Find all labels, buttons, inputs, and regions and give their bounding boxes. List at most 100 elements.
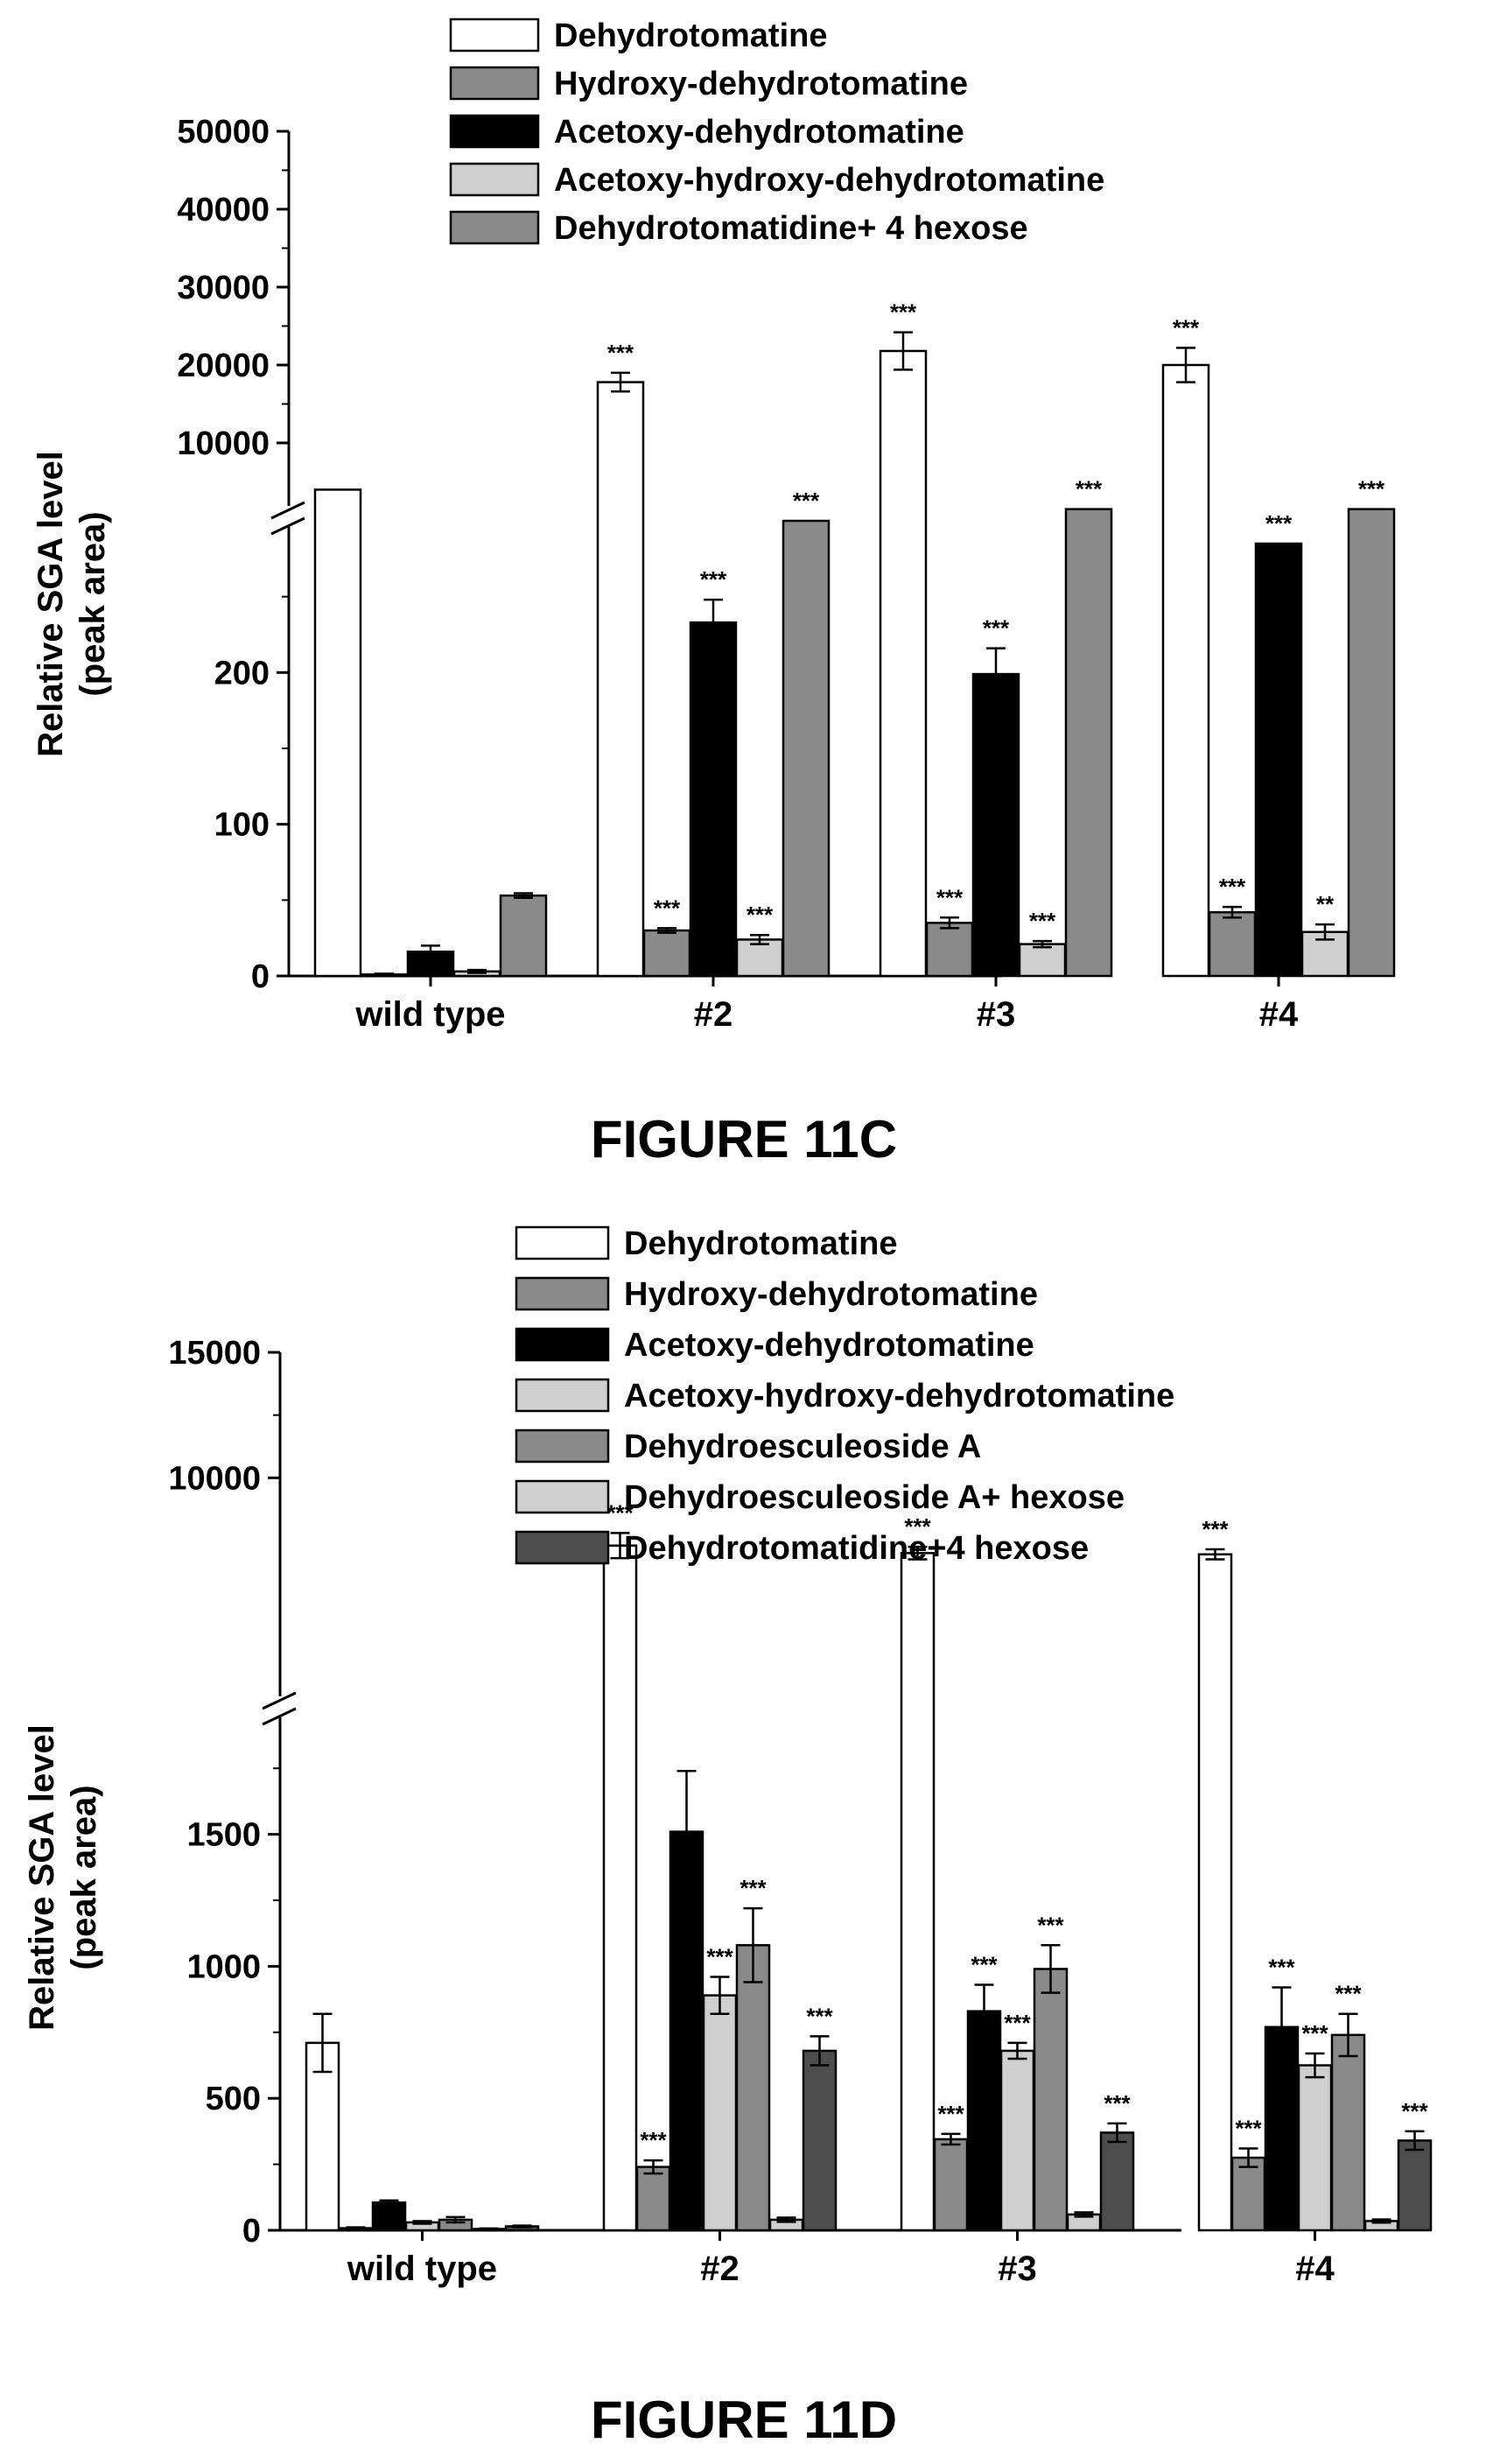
chart-11c: 0 100 200 10000 20000 30000 40000 50000 Relative… [32, 18, 1396, 1169]
y-tick-label: 1500 [186, 1817, 261, 1854]
significance-label: *** [983, 615, 1010, 642]
legend-swatch [515, 1327, 610, 1362]
bar [596, 381, 645, 978]
legend-swatch [515, 1378, 610, 1413]
y-tick-label: 20000 [177, 347, 270, 384]
bar [879, 349, 928, 978]
axis-break-mark [270, 516, 305, 536]
y-tick-label: 1000 [186, 1948, 261, 1985]
significance-label: ** [1316, 891, 1335, 917]
bar [1297, 2064, 1333, 2232]
significance-label: *** [890, 299, 917, 326]
legend-swatch [515, 1225, 610, 1260]
category-label: #3 [977, 995, 1016, 1034]
bar [900, 1552, 936, 2232]
significance-label: *** [1358, 476, 1385, 502]
y-tick-label: 30000 [177, 270, 270, 306]
significance-label: *** [806, 2003, 833, 2029]
significance-label: *** [1076, 476, 1103, 502]
significance-label: *** [971, 1952, 998, 1978]
bar [371, 2201, 407, 2232]
significance-label: *** [1268, 1955, 1295, 1981]
significance-label: *** [606, 1499, 634, 1526]
bar [635, 2166, 671, 2232]
legend-label: Acetoxy-dehydrotomatine [624, 1327, 1034, 1364]
bar [1230, 2156, 1266, 2232]
y-tick-label: 15000 [168, 1335, 261, 1372]
significance-label: *** [904, 1513, 931, 1540]
bar [1197, 1553, 1233, 2232]
bar [499, 894, 548, 978]
significance-label: *** [654, 895, 681, 921]
legend-swatch [449, 66, 540, 101]
bar [999, 2049, 1035, 2232]
bar [782, 519, 831, 978]
legend-label: Acetoxy-hydroxy-dehydrotomatine [554, 162, 1104, 199]
category-label: #2 [694, 995, 733, 1034]
figure-label: FIGURE 11D [591, 2390, 897, 2449]
bar [602, 1544, 638, 2232]
y-tick-label: 10000 [168, 1460, 261, 1497]
bar [966, 2010, 1002, 2232]
legend-swatch [449, 114, 540, 149]
significance-label: *** [746, 902, 774, 928]
legend-label: Dehydrotomatine [624, 1225, 897, 1262]
bar [642, 929, 691, 978]
legend: Dehydrotomatine Hydroxy-dehydrotomatine Ac… [515, 1225, 1174, 1567]
bar [1161, 363, 1210, 978]
legend-label: Dehydrotomatidine+4 hexose [624, 1530, 1089, 1567]
legend-label: Dehydrotomatidine+ 4 hexose [554, 210, 1028, 247]
bar [1330, 2033, 1366, 2232]
bar [1099, 2131, 1135, 2232]
significance-label: *** [1004, 2010, 1031, 2036]
significance-label: *** [1202, 1516, 1229, 1542]
category-label: #3 [998, 2250, 1037, 2288]
bar [313, 488, 362, 978]
y-axis-label: Relative SGA level [23, 1724, 61, 2031]
figure-label: FIGURE 11C [591, 1110, 897, 1169]
category-label: #4 [1295, 2250, 1335, 2288]
bar [1018, 943, 1067, 978]
category-label: #4 [1259, 995, 1299, 1034]
legend-swatch [515, 1530, 610, 1565]
legend-label: Acetoxy-hydroxy-dehydrotomatine [624, 1378, 1174, 1415]
bar [1033, 1968, 1069, 2232]
significance-label: *** [937, 2101, 964, 2127]
significance-label: *** [1235, 2116, 1262, 2142]
legend-label: Hydroxy-dehydrotomatine [624, 1276, 1038, 1313]
y-tick-label: 500 [206, 2081, 261, 2117]
legend-swatch [515, 1276, 610, 1311]
significance-label: *** [1104, 2090, 1131, 2117]
legend-label: Dehydroesculeoside A+ hexose [624, 1479, 1125, 1516]
y-axis-label: Relative SGA level [32, 451, 70, 757]
y-axis-label: (peak area) [74, 511, 112, 696]
significance-label: *** [936, 884, 964, 910]
significance-label: *** [1173, 314, 1200, 340]
legend-swatch [449, 18, 540, 53]
bar [1397, 2139, 1433, 2232]
significance-label: *** [640, 2127, 667, 2153]
significance-label: *** [739, 1875, 767, 1901]
legend-swatch [449, 162, 540, 197]
legend-label: Dehydrotomatine [554, 18, 827, 54]
legend-swatch [515, 1429, 610, 1464]
bar [933, 2138, 969, 2232]
bar [702, 1994, 738, 2232]
significance-label: *** [607, 340, 634, 366]
significance-label: *** [1219, 874, 1246, 900]
y-tick-label: 40000 [177, 192, 270, 228]
y-tick-label: 0 [242, 2213, 261, 2250]
significance-label: *** [700, 566, 727, 593]
significance-label: *** [793, 488, 820, 514]
category-label: #2 [700, 2250, 739, 2288]
legend-label: Hydroxy-dehydrotomatine [554, 66, 968, 102]
bar [1064, 508, 1113, 978]
bar [1254, 542, 1303, 978]
legend: Dehydrotomatine Hydroxy-dehydrotomatine Ac… [449, 18, 1104, 247]
y-tick-label: 0 [251, 958, 270, 995]
y-tick-label: 10000 [177, 425, 270, 462]
legend-label: Dehydroesculeoside A [624, 1429, 981, 1465]
legend-label: Acetoxy-dehydrotomatine [554, 114, 964, 151]
bar [1208, 910, 1257, 978]
